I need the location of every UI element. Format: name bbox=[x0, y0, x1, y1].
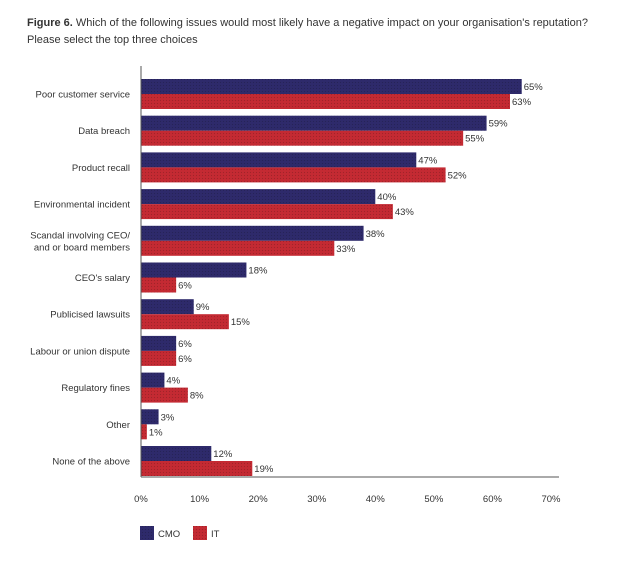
bar-texture-cmo-6 bbox=[141, 299, 194, 315]
value-label-cmo-10: 12% bbox=[213, 449, 233, 460]
value-label-cmo-9: 3% bbox=[161, 412, 175, 423]
bar-texture-it-6 bbox=[141, 314, 229, 330]
category-label-9: Other bbox=[106, 420, 130, 431]
figure-caption: Figure 6. Which of the following issues … bbox=[27, 15, 627, 49]
category-label-7: Labour or union dispute bbox=[30, 346, 130, 357]
bar-texture-it-7 bbox=[141, 350, 177, 366]
value-label-it-6: 15% bbox=[231, 317, 251, 328]
figure-number: Figure 6. bbox=[27, 17, 73, 29]
labels-layer: 65% 63% Poor customer service 59% 55% Data br… bbox=[30, 82, 543, 475]
x-tick-label-40: 40% bbox=[366, 494, 386, 505]
value-label-it-0: 63% bbox=[512, 97, 532, 108]
x-tick-label-60: 60% bbox=[483, 494, 503, 505]
category-label-0: Poor customer service bbox=[35, 90, 130, 101]
bar-texture-it-3 bbox=[141, 204, 393, 220]
bar-texture-it-0 bbox=[141, 94, 510, 109]
bar-texture-cmo-2 bbox=[141, 152, 417, 168]
value-label-it-10: 19% bbox=[254, 464, 274, 475]
legend-label-it: IT bbox=[211, 529, 220, 540]
value-label-it-9: 1% bbox=[149, 427, 163, 438]
value-label-it-8: 8% bbox=[190, 391, 204, 402]
category-label-3: Environmental incident bbox=[34, 200, 130, 211]
value-label-cmo-7: 6% bbox=[178, 339, 192, 350]
legend-label-cmo: CMO bbox=[158, 529, 180, 540]
value-label-cmo-3: 40% bbox=[377, 192, 397, 203]
value-label-cmo-2: 47% bbox=[418, 155, 438, 166]
category-label-4: Scandal involving CEO/and or board membe… bbox=[30, 230, 130, 253]
x-tick-label-10: 10% bbox=[190, 494, 210, 505]
bar-texture-cmo-4 bbox=[141, 225, 364, 241]
bar-texture-cmo-9 bbox=[141, 409, 159, 425]
category-label-10: None of the above bbox=[52, 457, 130, 468]
bar-texture-it-2 bbox=[141, 167, 446, 183]
value-label-cmo-5: 18% bbox=[248, 266, 268, 277]
axis-layer: 0% 10% 20% 30% 40% 50% 60% 70% bbox=[134, 66, 561, 505]
category-label-5: CEO's salary bbox=[75, 273, 130, 284]
legend: CMO IT bbox=[140, 526, 220, 540]
category-label-2: Product recall bbox=[72, 163, 130, 174]
legend-swatch-texture-it bbox=[193, 526, 207, 540]
bar-texture-it-9 bbox=[141, 424, 147, 440]
value-label-cmo-6: 9% bbox=[196, 302, 210, 313]
value-label-cmo-4: 38% bbox=[366, 229, 386, 240]
category-label-1: Data breach bbox=[78, 126, 130, 137]
bars-layer bbox=[141, 79, 522, 476]
value-label-cmo-0: 65% bbox=[524, 82, 544, 93]
bar-texture-cmo-7 bbox=[141, 335, 177, 351]
value-label-it-3: 43% bbox=[395, 207, 415, 218]
bar-texture-cmo-0 bbox=[141, 79, 522, 94]
bar-texture-it-5 bbox=[141, 277, 177, 293]
figure-question: Which of the following issues would most… bbox=[75, 17, 588, 29]
bar-texture-it-10 bbox=[141, 461, 253, 476]
value-label-it-4: 33% bbox=[336, 244, 356, 255]
bar-texture-cmo-5 bbox=[141, 262, 247, 278]
x-tick-label-50: 50% bbox=[424, 494, 444, 505]
value-label-it-2: 52% bbox=[448, 170, 468, 181]
x-tick-label-30: 30% bbox=[307, 494, 327, 505]
x-tick-label-20: 20% bbox=[249, 494, 269, 505]
x-tick-label-0: 0% bbox=[134, 494, 148, 505]
value-label-cmo-8: 4% bbox=[166, 376, 180, 387]
bar-texture-it-1 bbox=[141, 130, 464, 146]
x-tick-label-70: 70% bbox=[541, 494, 561, 505]
bar-texture-cmo-1 bbox=[141, 115, 487, 131]
bar-texture-it-8 bbox=[141, 387, 188, 403]
bar-texture-cmo-10 bbox=[141, 446, 212, 461]
value-label-it-1: 55% bbox=[465, 134, 485, 145]
value-label-it-7: 6% bbox=[178, 354, 192, 365]
bar-texture-cmo-8 bbox=[141, 372, 165, 388]
bar-texture-it-4 bbox=[141, 240, 335, 256]
legend-swatch-texture-cmo bbox=[140, 526, 154, 540]
value-label-it-5: 6% bbox=[178, 281, 192, 292]
bar-texture-cmo-3 bbox=[141, 189, 376, 205]
value-label-cmo-1: 59% bbox=[489, 119, 509, 130]
figure-instruction: Please select the top three choices bbox=[27, 34, 198, 46]
category-label-6: Publicised lawsuits bbox=[50, 310, 130, 321]
category-label-8: Regulatory fines bbox=[61, 383, 130, 394]
